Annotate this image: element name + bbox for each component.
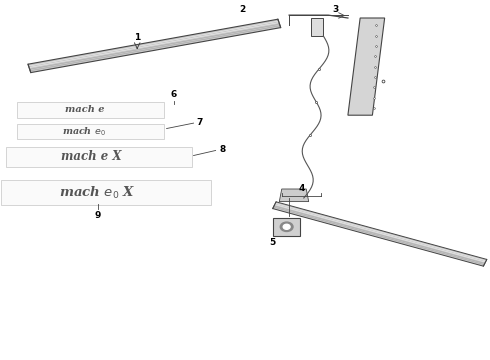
Circle shape [283,224,290,229]
FancyBboxPatch shape [6,147,192,166]
Text: mach $e_0$ X: mach $e_0$ X [59,185,136,201]
FancyBboxPatch shape [0,180,211,205]
Text: mach $e_0$: mach $e_0$ [62,125,106,138]
Polygon shape [273,202,487,266]
FancyBboxPatch shape [311,18,323,36]
Polygon shape [279,189,309,202]
Polygon shape [28,19,281,73]
Text: 5: 5 [269,238,275,247]
FancyBboxPatch shape [273,218,300,236]
Text: 9: 9 [95,211,101,220]
Text: mach e X: mach e X [61,150,122,163]
Text: 2: 2 [240,5,245,14]
Polygon shape [348,18,385,115]
FancyBboxPatch shape [17,124,164,139]
Text: mach e: mach e [65,105,104,114]
FancyBboxPatch shape [17,102,164,118]
Text: 3: 3 [333,5,339,14]
Text: 7: 7 [196,117,202,126]
Circle shape [280,222,293,231]
Text: 6: 6 [171,90,177,99]
Text: 4: 4 [298,184,305,193]
Text: 1: 1 [134,33,140,42]
Text: 8: 8 [220,145,226,154]
